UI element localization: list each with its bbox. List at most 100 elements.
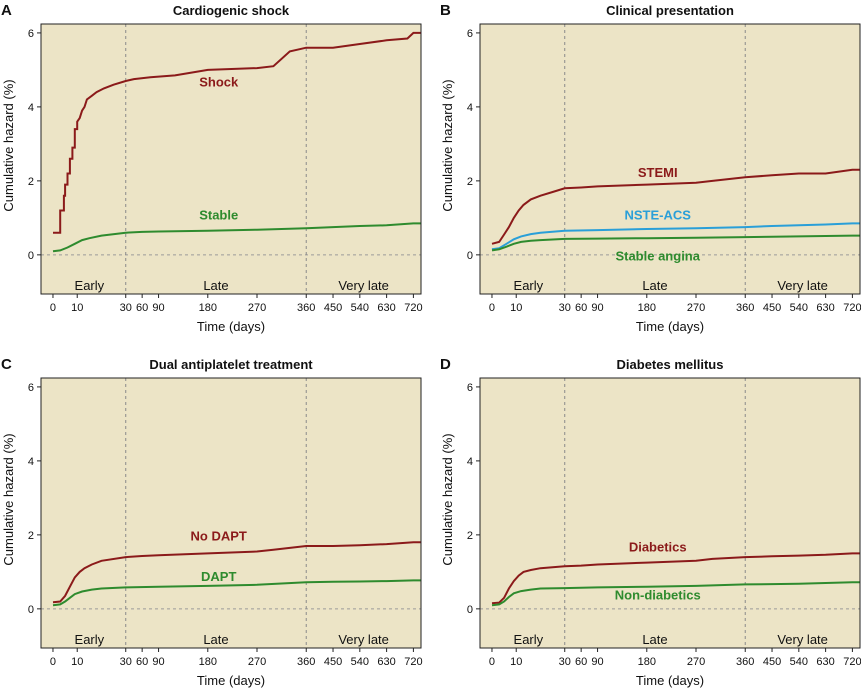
panel-c-y-tick-label: 0 <box>28 604 34 616</box>
panel-d-plot-area <box>480 378 860 648</box>
panel-c-x-tick-label: 450 <box>324 656 342 668</box>
panel-b-y-axis-label: Cumulative hazard (%) <box>440 79 455 211</box>
panel-d-y-tick-label: 6 <box>467 382 473 394</box>
panel-a-x-tick-label: 450 <box>324 302 342 314</box>
panel-b-frame <box>479 23 861 295</box>
panel-d-x-tick-label: 30 <box>559 656 571 668</box>
panel-d-frame <box>479 377 861 649</box>
panel-d-x-axis-label: Time (days) <box>636 673 704 688</box>
panel-a-x-tick-label: 30 <box>120 302 132 314</box>
panel-b-x-tick-label: 180 <box>638 302 656 314</box>
panel-d-series-line <box>491 581 860 607</box>
panel-a-x-tick-label: 540 <box>351 302 369 314</box>
panel-c-frame <box>40 377 422 649</box>
panel-c-series-line <box>52 579 421 607</box>
panel-c-x-tick-label: 720 <box>404 656 422 668</box>
panel-b-plot-area <box>480 24 860 294</box>
panel-d-x-tick-label: 90 <box>591 656 603 668</box>
panel-a-period-label: Early <box>75 278 105 293</box>
panel-a-x-tick-label: 630 <box>377 302 395 314</box>
panel-c-series-label: No DAPT <box>191 528 247 543</box>
panel-a-x-tick-label: 10 <box>71 302 83 314</box>
panel-c-x-tick-label: 180 <box>199 656 217 668</box>
panel-b-series-line <box>491 234 860 252</box>
panel-d-series-label: Diabetics <box>629 540 687 555</box>
chart-panel-a: A Cardiogenic shock Early Late Very late Shoc… <box>1 2 423 334</box>
panel-d-x-tick-label: 720 <box>843 656 861 668</box>
panel-b-x-axis-label: Time (days) <box>636 319 704 334</box>
panel-b-x-tick-label: 60 <box>575 302 587 314</box>
panel-a-series-line <box>52 222 421 253</box>
panel-d-x-tick-label: 60 <box>575 656 587 668</box>
panel-c-x-tick-label: 30 <box>120 656 132 668</box>
panel-b-series-line <box>491 168 860 245</box>
panel-a-series-label: Stable <box>199 208 238 223</box>
panel-b-x-tick-label: 540 <box>790 302 808 314</box>
panel-c-x-tick-label: 270 <box>248 656 266 668</box>
panel-a-plot-area <box>41 24 421 294</box>
panel-d-x-tick-label: 10 <box>510 656 522 668</box>
panel-c-series-line <box>52 541 421 604</box>
panel-c-x-tick-label: 540 <box>351 656 369 668</box>
panel-c-x-tick-label: 10 <box>71 656 83 668</box>
panel-b-x-tick-label: 270 <box>687 302 705 314</box>
panel-b-title: Clinical presentation <box>606 3 734 18</box>
panel-d-x-tick-label: 360 <box>736 656 754 668</box>
panel-d-period-label: Very late <box>777 632 828 647</box>
panel-c-period-label: Early <box>75 632 105 647</box>
panel-a-frame <box>40 23 422 295</box>
panel-c-letter: C <box>1 356 12 373</box>
chart-panel-d: D Diabetes mellitus Early Late Very late Diab… <box>440 356 861 688</box>
chart-panel-b: B Clinical presentation Early Late Very late… <box>440 2 861 334</box>
panel-d-x-tick-label: 270 <box>687 656 705 668</box>
panel-d-y-tick-label: 2 <box>467 530 473 542</box>
panel-c-x-tick-label: 90 <box>152 656 164 668</box>
panel-a-x-tick-label: 90 <box>152 302 164 314</box>
panel-d-x-tick-label: 180 <box>638 656 656 668</box>
panel-a-y-tick-label: 6 <box>28 28 34 40</box>
panel-b-series-label: STEMI <box>638 165 678 180</box>
panel-d-series-line <box>491 552 860 605</box>
panel-c-title: Dual antiplatelet treatment <box>149 357 313 372</box>
panel-b-series-label: Stable angina <box>615 248 700 263</box>
panel-a-period-label: Very late <box>338 278 389 293</box>
panel-b-series-label: NSTE-ACS <box>624 208 691 223</box>
panel-d-letter: D <box>440 356 451 373</box>
panel-c-x-tick-label: 0 <box>50 656 56 668</box>
panel-d-y-tick-label: 0 <box>467 604 473 616</box>
panel-d-x-tick-label: 450 <box>763 656 781 668</box>
panel-a-x-tick-label: 180 <box>199 302 217 314</box>
panel-b-period-label: Late <box>642 278 667 293</box>
panel-b-x-tick-label: 90 <box>591 302 603 314</box>
panel-b-x-tick-label: 30 <box>559 302 571 314</box>
panel-d-period-label: Late <box>642 632 667 647</box>
panel-d-period-label: Early <box>514 632 544 647</box>
panel-c-y-tick-label: 4 <box>28 456 34 468</box>
panel-a-letter: A <box>1 2 12 19</box>
panel-d-x-tick-label: 630 <box>816 656 834 668</box>
panel-b-y-tick-label: 0 <box>467 250 473 262</box>
chart-panel-c: C Dual antiplatelet treatment Early Late Ver… <box>1 356 423 688</box>
panel-a-x-tick-label: 720 <box>404 302 422 314</box>
panel-c-x-tick-label: 60 <box>136 656 148 668</box>
panel-c-plot-area <box>41 378 421 648</box>
panel-c-y-tick-label: 6 <box>28 382 34 394</box>
panel-b-period-label: Very late <box>777 278 828 293</box>
panel-b-y-tick-label: 2 <box>467 176 473 188</box>
panel-a-x-tick-label: 60 <box>136 302 148 314</box>
panel-b-series-line <box>491 222 860 251</box>
panel-d-series-label: Non-diabetics <box>615 588 701 603</box>
panel-b-period-label: Early <box>514 278 544 293</box>
panel-b-y-tick-label: 6 <box>467 28 473 40</box>
panel-b-letter: B <box>440 2 451 19</box>
panel-c-x-tick-label: 360 <box>297 656 315 668</box>
panel-b-x-tick-label: 720 <box>843 302 861 314</box>
panel-d-y-axis-label: Cumulative hazard (%) <box>440 433 455 565</box>
panel-c-period-label: Late <box>203 632 228 647</box>
panel-a-y-tick-label: 4 <box>28 102 34 114</box>
panel-a-series-label: Shock <box>199 75 239 90</box>
panel-c-series-label: DAPT <box>201 569 236 584</box>
panel-b-x-tick-label: 10 <box>510 302 522 314</box>
panel-d-x-tick-label: 540 <box>790 656 808 668</box>
